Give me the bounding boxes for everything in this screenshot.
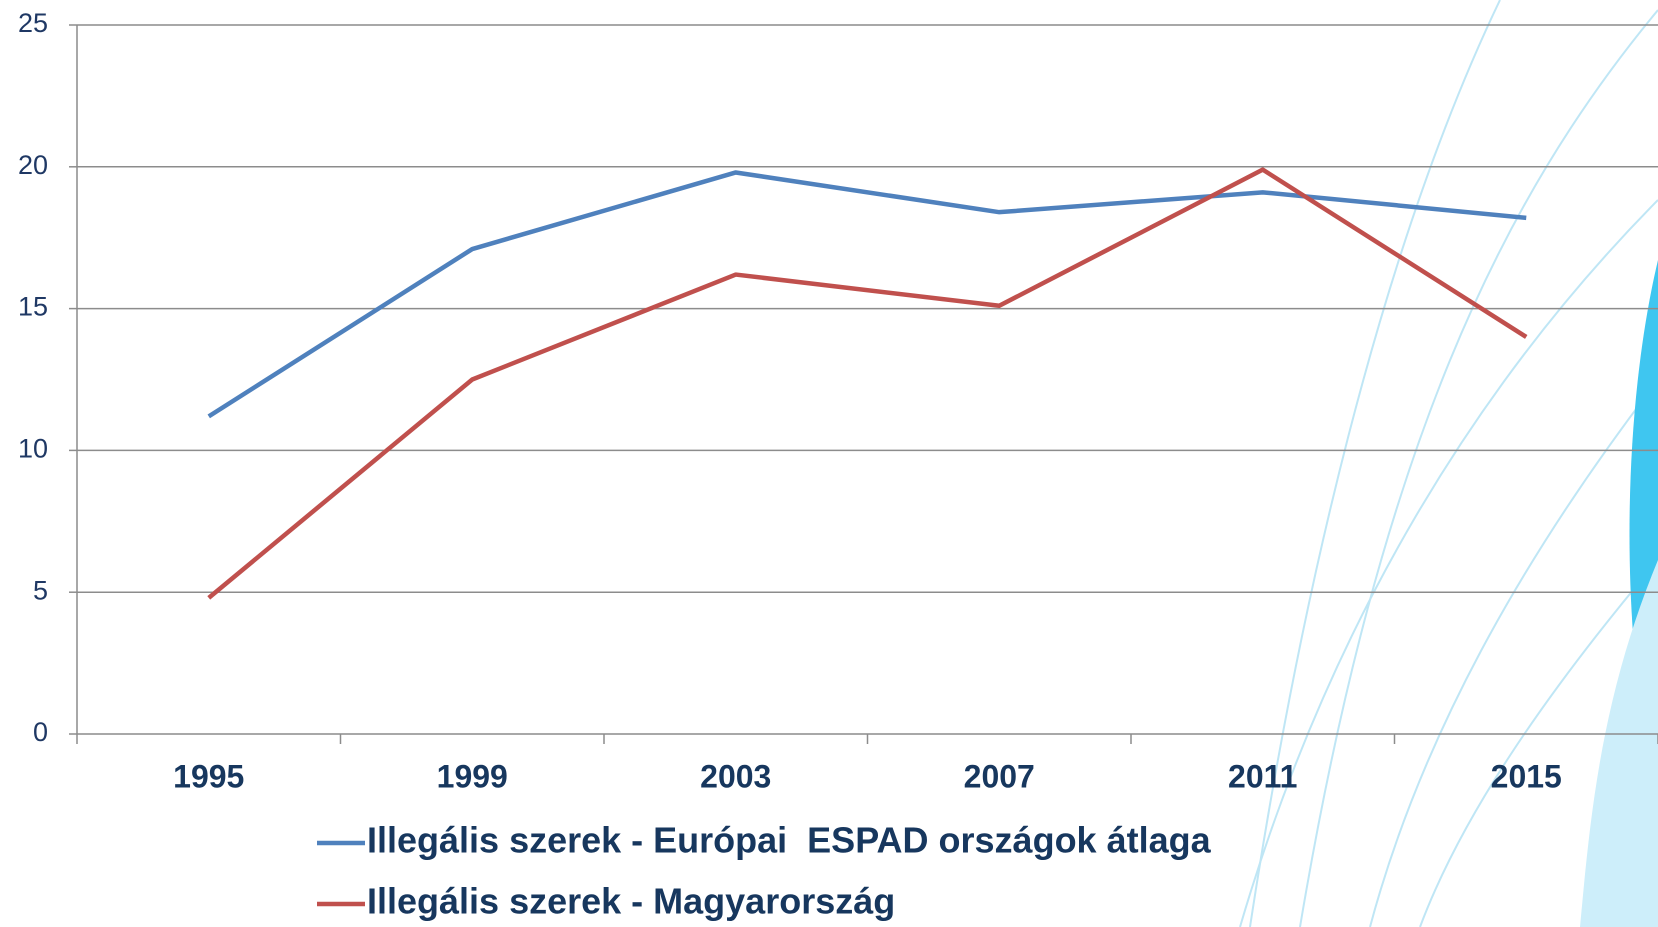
y-tick-label: 15 (18, 292, 48, 322)
y-tick-label: 25 (18, 8, 48, 38)
y-tick-label: 0 (33, 717, 48, 747)
series-line (207, 167, 1528, 600)
x-tick-label: 2003 (700, 758, 771, 794)
x-tick-label: 2007 (964, 758, 1035, 794)
background-decoration (1239, 0, 1658, 927)
y-tick-label: 10 (18, 434, 48, 464)
x-tick-label: 2015 (1491, 758, 1562, 794)
x-tick-label: 2011 (1228, 758, 1297, 794)
y-tick-label: 5 (33, 575, 48, 605)
legend-label: Illegális szerek - Magyarország (367, 881, 895, 922)
x-tick-label: 1995 (173, 758, 244, 794)
y-tick-label: 20 (18, 150, 48, 180)
legend-label: Illegális szerek - Európai ESPAD országo… (367, 820, 1212, 861)
x-tick-label: 1999 (437, 758, 508, 794)
background-swoosh (1580, 560, 1658, 927)
